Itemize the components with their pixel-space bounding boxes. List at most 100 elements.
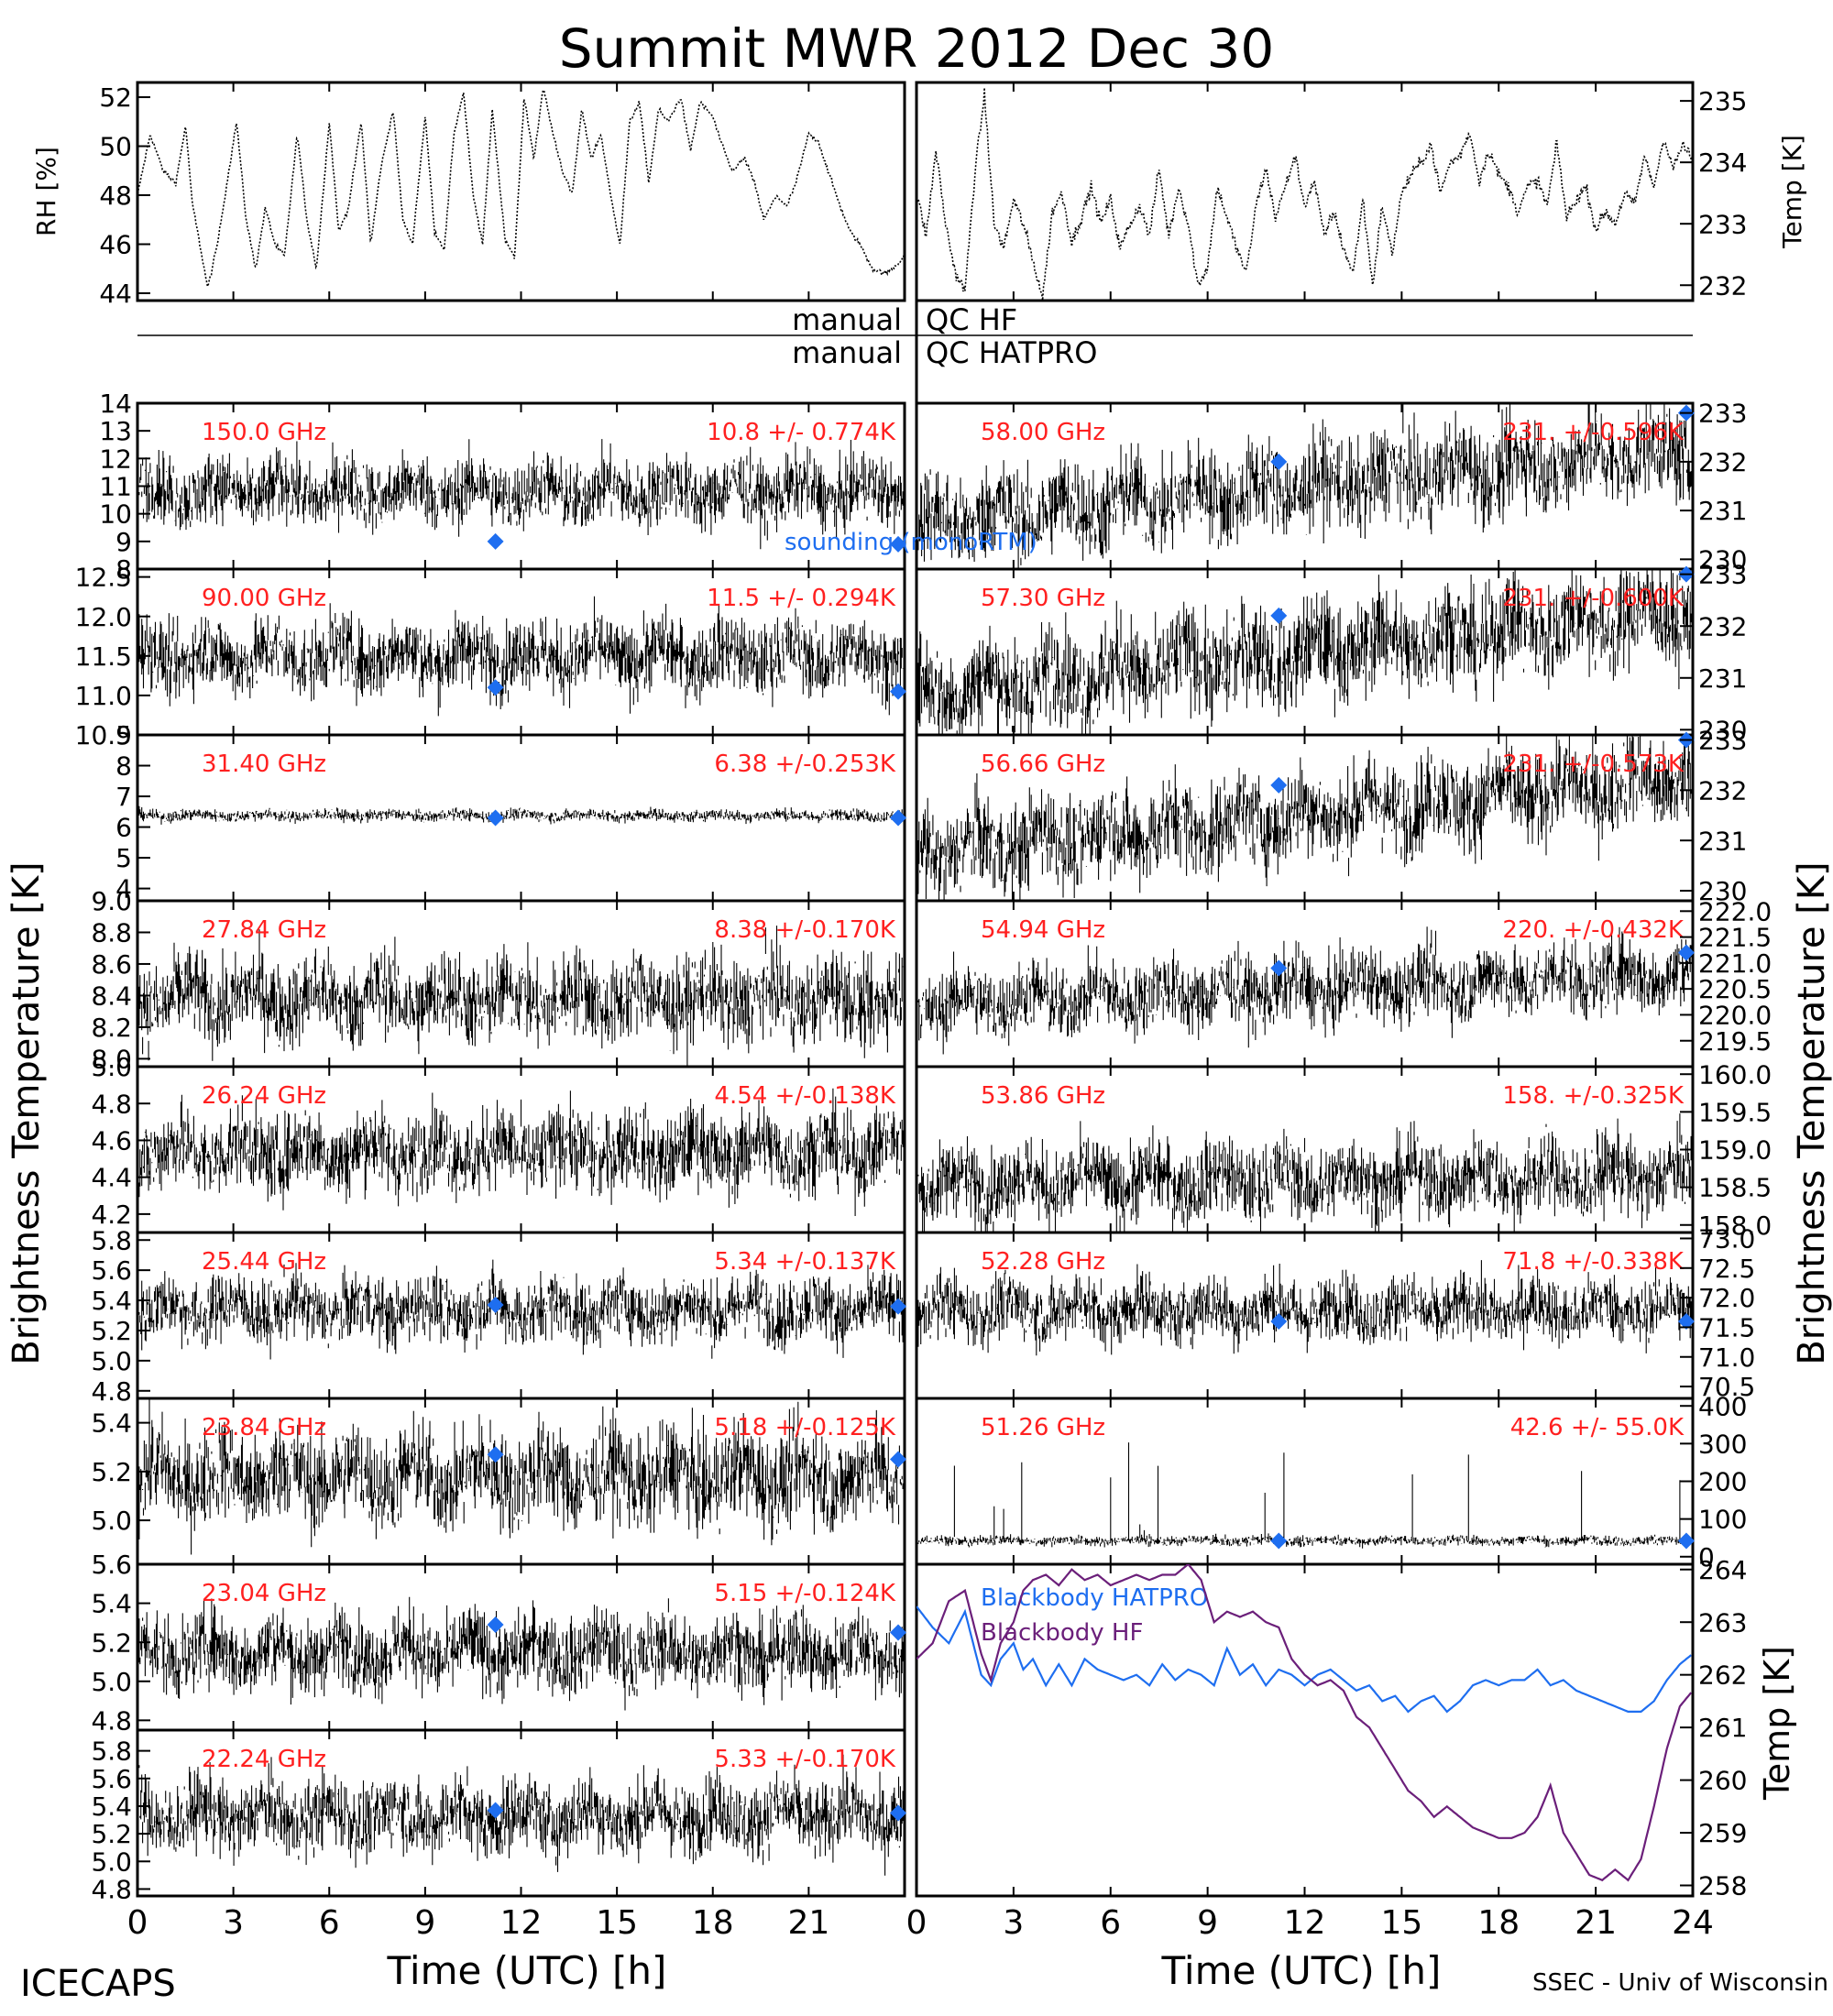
- channel-left-1-trace: [137, 596, 905, 717]
- channel-right-1-trace: [916, 569, 1693, 735]
- channel-left-4-freq-label: 26.24 GHz: [202, 1082, 326, 1110]
- channel-left-0-sounding-point-1: [890, 535, 907, 553]
- x-tick-label-right-6: 18: [1477, 1904, 1520, 1942]
- blackbody-ytick-label-1: 259: [1698, 1818, 1747, 1848]
- channel-right-5-sounding-point-0: [1270, 1312, 1288, 1330]
- channel-right-6-ytick-label-3: 300: [1698, 1429, 1747, 1459]
- channel-left-2-ytick-label-5: 9: [115, 720, 132, 751]
- qc-label-hatpro-right: QC HATPRO: [926, 335, 1097, 370]
- channel-left-3-ytick-label-5: 9.0: [91, 886, 132, 916]
- qc-label-hatpro-left: manual: [792, 335, 902, 370]
- rh-ytick-label-2: 48: [99, 181, 132, 211]
- x-tick-label-left-2: 6: [319, 1904, 340, 1942]
- blackbody-ytick-label-3: 261: [1698, 1713, 1747, 1743]
- channel-right-6-ytick-label-0: 0: [1698, 1542, 1715, 1572]
- channel-left-7-ytick-label-1: 5.0: [91, 1667, 132, 1697]
- blackbody-ytick-label-2: 260: [1698, 1766, 1747, 1796]
- channel-right-4-ytick-label-1: 158.5: [1698, 1173, 1772, 1203]
- channel-left-8-freq-label: 22.24 GHz: [202, 1746, 326, 1773]
- channel-left-2-freq-label: 31.40 GHz: [202, 751, 326, 778]
- channel-left-2-ytick-label-1: 5: [115, 843, 132, 873]
- channel-left-7-ytick-label-3: 5.4: [91, 1589, 132, 1619]
- channel-right-2-ytick-label-3: 233: [1698, 726, 1747, 756]
- channel-right-2-ytick-label-0: 230: [1698, 876, 1747, 906]
- channel-left-7-ytick-label-2: 5.2: [91, 1627, 132, 1658]
- channel-left-8-trace: [137, 1754, 905, 1876]
- blackbody-ytick-label-0: 258: [1698, 1871, 1747, 1901]
- rh-ytick-label-1: 46: [99, 230, 132, 260]
- temp-panel: [915, 81, 1695, 302]
- qc-label-hf-right: QC HF: [926, 302, 1017, 337]
- channel-left-3-stat-label: 8.38 +/-0.170K: [714, 916, 896, 944]
- channel-left-0-trace: [137, 439, 905, 550]
- channel-left-3-ytick-label-3: 8.6: [91, 949, 132, 980]
- channel-left-3-trace: [137, 926, 905, 1067]
- channel-right-4-ytick-label-4: 160.0: [1698, 1059, 1772, 1090]
- channel-right-3-ytick-label-1: 220.0: [1698, 1001, 1772, 1031]
- channel-right-4-ytick-label-2: 159.0: [1698, 1135, 1772, 1166]
- channel-left-4-ytick-label-0: 4.2: [91, 1200, 132, 1230]
- channel-right-5-ytick-label-1: 71.0: [1698, 1342, 1755, 1373]
- channel-right-0-sounding-point-0: [1270, 453, 1288, 470]
- channel-left-7-sounding-point-0: [487, 1616, 504, 1634]
- blackbody-series-1: [916, 1564, 1693, 1882]
- channel-left-6-sounding-point-1: [890, 1451, 907, 1468]
- channel-left-0-ytick-label-6: 14: [99, 389, 132, 419]
- channel-right-4-ytick-label-3: 159.5: [1698, 1097, 1772, 1127]
- channel-left-1-sounding-point-1: [890, 683, 907, 700]
- channel-left-0-ytick-label-1: 9: [115, 527, 132, 557]
- x-tick-label-left-3: 9: [414, 1904, 435, 1942]
- channel-left-5-ytick-label-0: 4.8: [91, 1376, 132, 1407]
- channel-left-1-ytick-label-1: 11.0: [75, 681, 132, 711]
- x-tick-label-left-7: 21: [787, 1904, 829, 1942]
- x-tick-label-right-8: 24: [1672, 1904, 1714, 1942]
- channel-left-0-ytick-label-2: 10: [99, 499, 132, 530]
- channel-left-8-ytick-label-2: 5.2: [91, 1819, 132, 1849]
- x-tick-label-right-0: 0: [906, 1904, 927, 1942]
- temp-ytick-label-2: 234: [1698, 148, 1747, 178]
- temp-ytick-label-3: 235: [1698, 86, 1747, 116]
- channel-left-1-ytick-label-2: 11.5: [75, 641, 132, 672]
- channel-left-2-ytick-label-4: 8: [115, 751, 132, 782]
- channel-left-6-stat-label: 5.18 +/-0.125K: [714, 1414, 896, 1441]
- x-tick-label-right-2: 6: [1100, 1904, 1121, 1942]
- x-axis-label-left: Time (UTC) [h]: [387, 1948, 667, 1993]
- x-tick-label-left-4: 12: [500, 1904, 543, 1942]
- channel-right-3-ytick-label-0: 219.5: [1698, 1026, 1772, 1057]
- x-tick-label-left-5: 15: [596, 1904, 638, 1942]
- channel-left-0-sounding-point-0: [487, 532, 504, 550]
- channel-left-5-ytick-label-3: 5.4: [91, 1286, 132, 1316]
- channel-right-6-sounding-point-0: [1270, 1532, 1288, 1550]
- channel-left-2-ytick-label-0: 4: [115, 874, 132, 904]
- channel-left-0-ytick-label-0: 8: [115, 554, 132, 585]
- x-tick-label-left-0: 0: [127, 1904, 148, 1942]
- channel-right-3-freq-label: 54.94 GHz: [981, 916, 1105, 944]
- rh-ytick-label-4: 52: [99, 82, 132, 113]
- channel-right-3-ytick-label-5: 222.0: [1698, 896, 1772, 926]
- channel-right-6-ytick-label-4: 400: [1698, 1391, 1747, 1421]
- channel-left-8-ytick-label-1: 5.0: [91, 1846, 132, 1877]
- channel-right-5-ytick-label-0: 70.5: [1698, 1372, 1755, 1402]
- channel-right-3-trace: [916, 926, 1693, 1055]
- channel-right-4-ytick-label-0: 158.0: [1698, 1211, 1772, 1241]
- temp-ytick-label-0: 232: [1698, 270, 1747, 301]
- channel-right-6-freq-label: 51.26 GHz: [981, 1414, 1105, 1441]
- channel-left-4-stat-label: 4.54 +/-0.138K: [714, 1082, 896, 1110]
- channel-left-6-sounding-point-0: [487, 1446, 504, 1463]
- channel-right-3-ytick-label-2: 220.5: [1698, 974, 1772, 1004]
- channel-left-7-ytick-label-4: 5.6: [91, 1550, 132, 1580]
- channel-right-5-ytick-label-2: 71.5: [1698, 1313, 1755, 1343]
- channel-left-5-sounding-point-1: [890, 1298, 907, 1315]
- blackbody-ytick-label-6: 264: [1698, 1555, 1747, 1585]
- channel-left-1-sounding-point-0: [487, 679, 504, 696]
- channel-right-1-freq-label: 57.30 GHz: [981, 585, 1105, 612]
- channel-right-4-freq-label: 53.86 GHz: [981, 1082, 1105, 1110]
- rh-ytick-label-3: 50: [99, 132, 132, 162]
- channel-left-3-ytick-label-4: 8.8: [91, 918, 132, 948]
- channel-left-8-ytick-label-4: 5.6: [91, 1764, 132, 1794]
- channel-left-7-sounding-point-1: [890, 1624, 907, 1641]
- channel-right-1-ytick-label-3: 233: [1698, 560, 1747, 590]
- channel-right-2-ytick-label-1: 231: [1698, 826, 1747, 856]
- channel-left-3-ytick-label-0: 8.0: [91, 1044, 132, 1074]
- channel-left-8-sounding-point-1: [890, 1804, 907, 1822]
